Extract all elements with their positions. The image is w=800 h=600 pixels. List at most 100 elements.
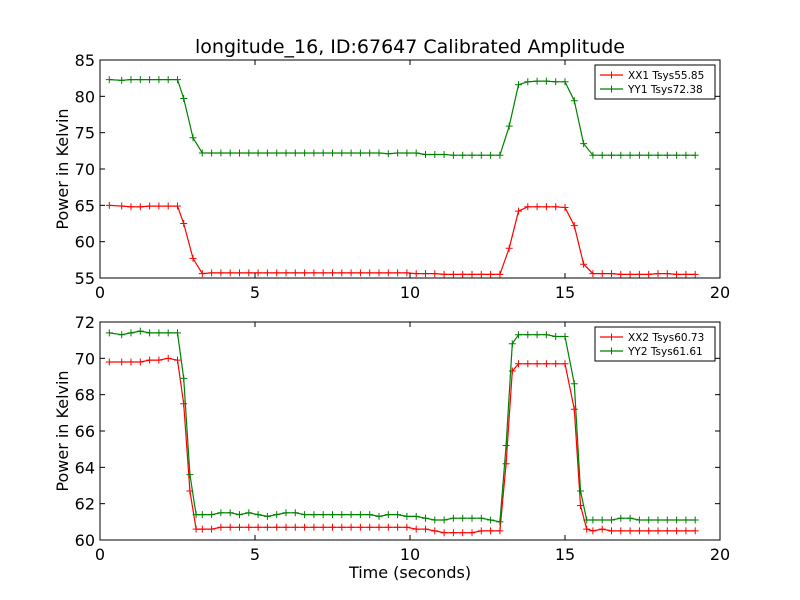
data-point xyxy=(654,270,662,278)
legend-box xyxy=(594,64,716,100)
legend: XX2 Tsys60.73 YY2 Tsys61.61 xyxy=(594,326,716,362)
data-point xyxy=(440,150,448,158)
data-point xyxy=(431,270,439,278)
data-point xyxy=(356,269,364,277)
data-point xyxy=(105,201,113,209)
data-point xyxy=(217,523,225,531)
data-point xyxy=(635,516,643,524)
data-point xyxy=(217,509,225,517)
data-point xyxy=(508,340,516,348)
data-point xyxy=(524,78,532,86)
x-tick-label: 0 xyxy=(95,545,105,564)
x-tick-label: 20 xyxy=(710,545,730,564)
data-point xyxy=(254,511,262,519)
data-point xyxy=(273,269,281,277)
data-point xyxy=(691,527,699,535)
data-point xyxy=(375,149,383,157)
data-point xyxy=(226,269,234,277)
legend-label: XX1 Tsys55.85 xyxy=(628,70,704,82)
data-point xyxy=(319,511,327,519)
data-point xyxy=(236,511,243,519)
data-point xyxy=(310,269,318,277)
data-point xyxy=(496,518,504,526)
data-point xyxy=(366,511,374,519)
data-point xyxy=(375,269,383,277)
data-point xyxy=(580,260,588,268)
data-point xyxy=(394,269,402,277)
y-tick-label: 66 xyxy=(75,422,95,441)
data-point xyxy=(282,509,290,517)
data-point xyxy=(146,202,154,210)
series-markers-2 xyxy=(105,327,699,526)
data-point xyxy=(440,270,448,278)
y-tick-label: 62 xyxy=(75,495,95,514)
data-point xyxy=(254,149,262,157)
data-point xyxy=(263,269,271,277)
data-point xyxy=(626,151,634,159)
data-point xyxy=(635,270,643,278)
data-point xyxy=(198,525,206,533)
y-tick-label: 72 xyxy=(75,313,95,332)
data-point xyxy=(319,269,327,277)
data-point xyxy=(192,511,200,519)
data-point xyxy=(273,523,281,531)
y-tick-label: 70 xyxy=(75,349,95,368)
legend-label: XX2 Tsys60.73 xyxy=(628,332,704,344)
data-point xyxy=(217,269,225,277)
chart-title: longitude_16, ID:67647 Calibrated Amplit… xyxy=(195,36,625,58)
data-point xyxy=(338,149,346,157)
data-point xyxy=(663,270,671,278)
data-point xyxy=(635,527,643,535)
data-point xyxy=(673,270,681,278)
data-point xyxy=(127,329,135,337)
data-point xyxy=(589,516,597,524)
data-point xyxy=(301,511,309,519)
data-point xyxy=(208,269,216,277)
data-point xyxy=(146,329,154,337)
data-point xyxy=(236,523,243,531)
data-point xyxy=(635,151,643,159)
data-point xyxy=(282,523,290,531)
data-point xyxy=(577,487,584,495)
data-point xyxy=(366,523,374,531)
data-point xyxy=(403,269,411,277)
legend-marker xyxy=(608,347,615,355)
data-point xyxy=(384,150,392,158)
data-point xyxy=(118,331,126,339)
data-point xyxy=(394,511,402,519)
data-point xyxy=(273,149,281,157)
data-point xyxy=(468,514,476,522)
data-point xyxy=(403,523,411,531)
y-axis-label: Power in Kelvin xyxy=(53,108,72,229)
data-point xyxy=(236,269,243,277)
data-point xyxy=(422,514,429,522)
x-axis-label: Time (seconds) xyxy=(348,563,471,582)
data-point xyxy=(347,523,355,531)
data-point xyxy=(542,331,550,339)
data-point xyxy=(329,511,336,519)
legend-label: YY1 Tsys72.38 xyxy=(627,84,703,96)
y-tick-label: 85 xyxy=(75,51,95,70)
data-point xyxy=(617,527,625,535)
data-point xyxy=(146,76,154,84)
data-point xyxy=(282,269,290,277)
data-point xyxy=(254,523,262,531)
y-tick-label: 65 xyxy=(75,196,95,215)
y-axis-label: Power in Kelvin xyxy=(53,370,72,491)
data-point xyxy=(118,202,126,210)
data-point xyxy=(608,151,615,159)
y-tick-label: 75 xyxy=(75,124,95,143)
data-point xyxy=(440,529,448,537)
data-point xyxy=(496,270,504,278)
data-point xyxy=(515,81,522,89)
data-point xyxy=(505,122,513,130)
data-point xyxy=(477,527,485,535)
data-point xyxy=(180,95,188,103)
data-point xyxy=(487,527,495,535)
data-point xyxy=(329,523,336,531)
data-point xyxy=(673,151,681,159)
data-point xyxy=(164,354,172,362)
data-point xyxy=(440,516,448,524)
data-point xyxy=(338,523,346,531)
